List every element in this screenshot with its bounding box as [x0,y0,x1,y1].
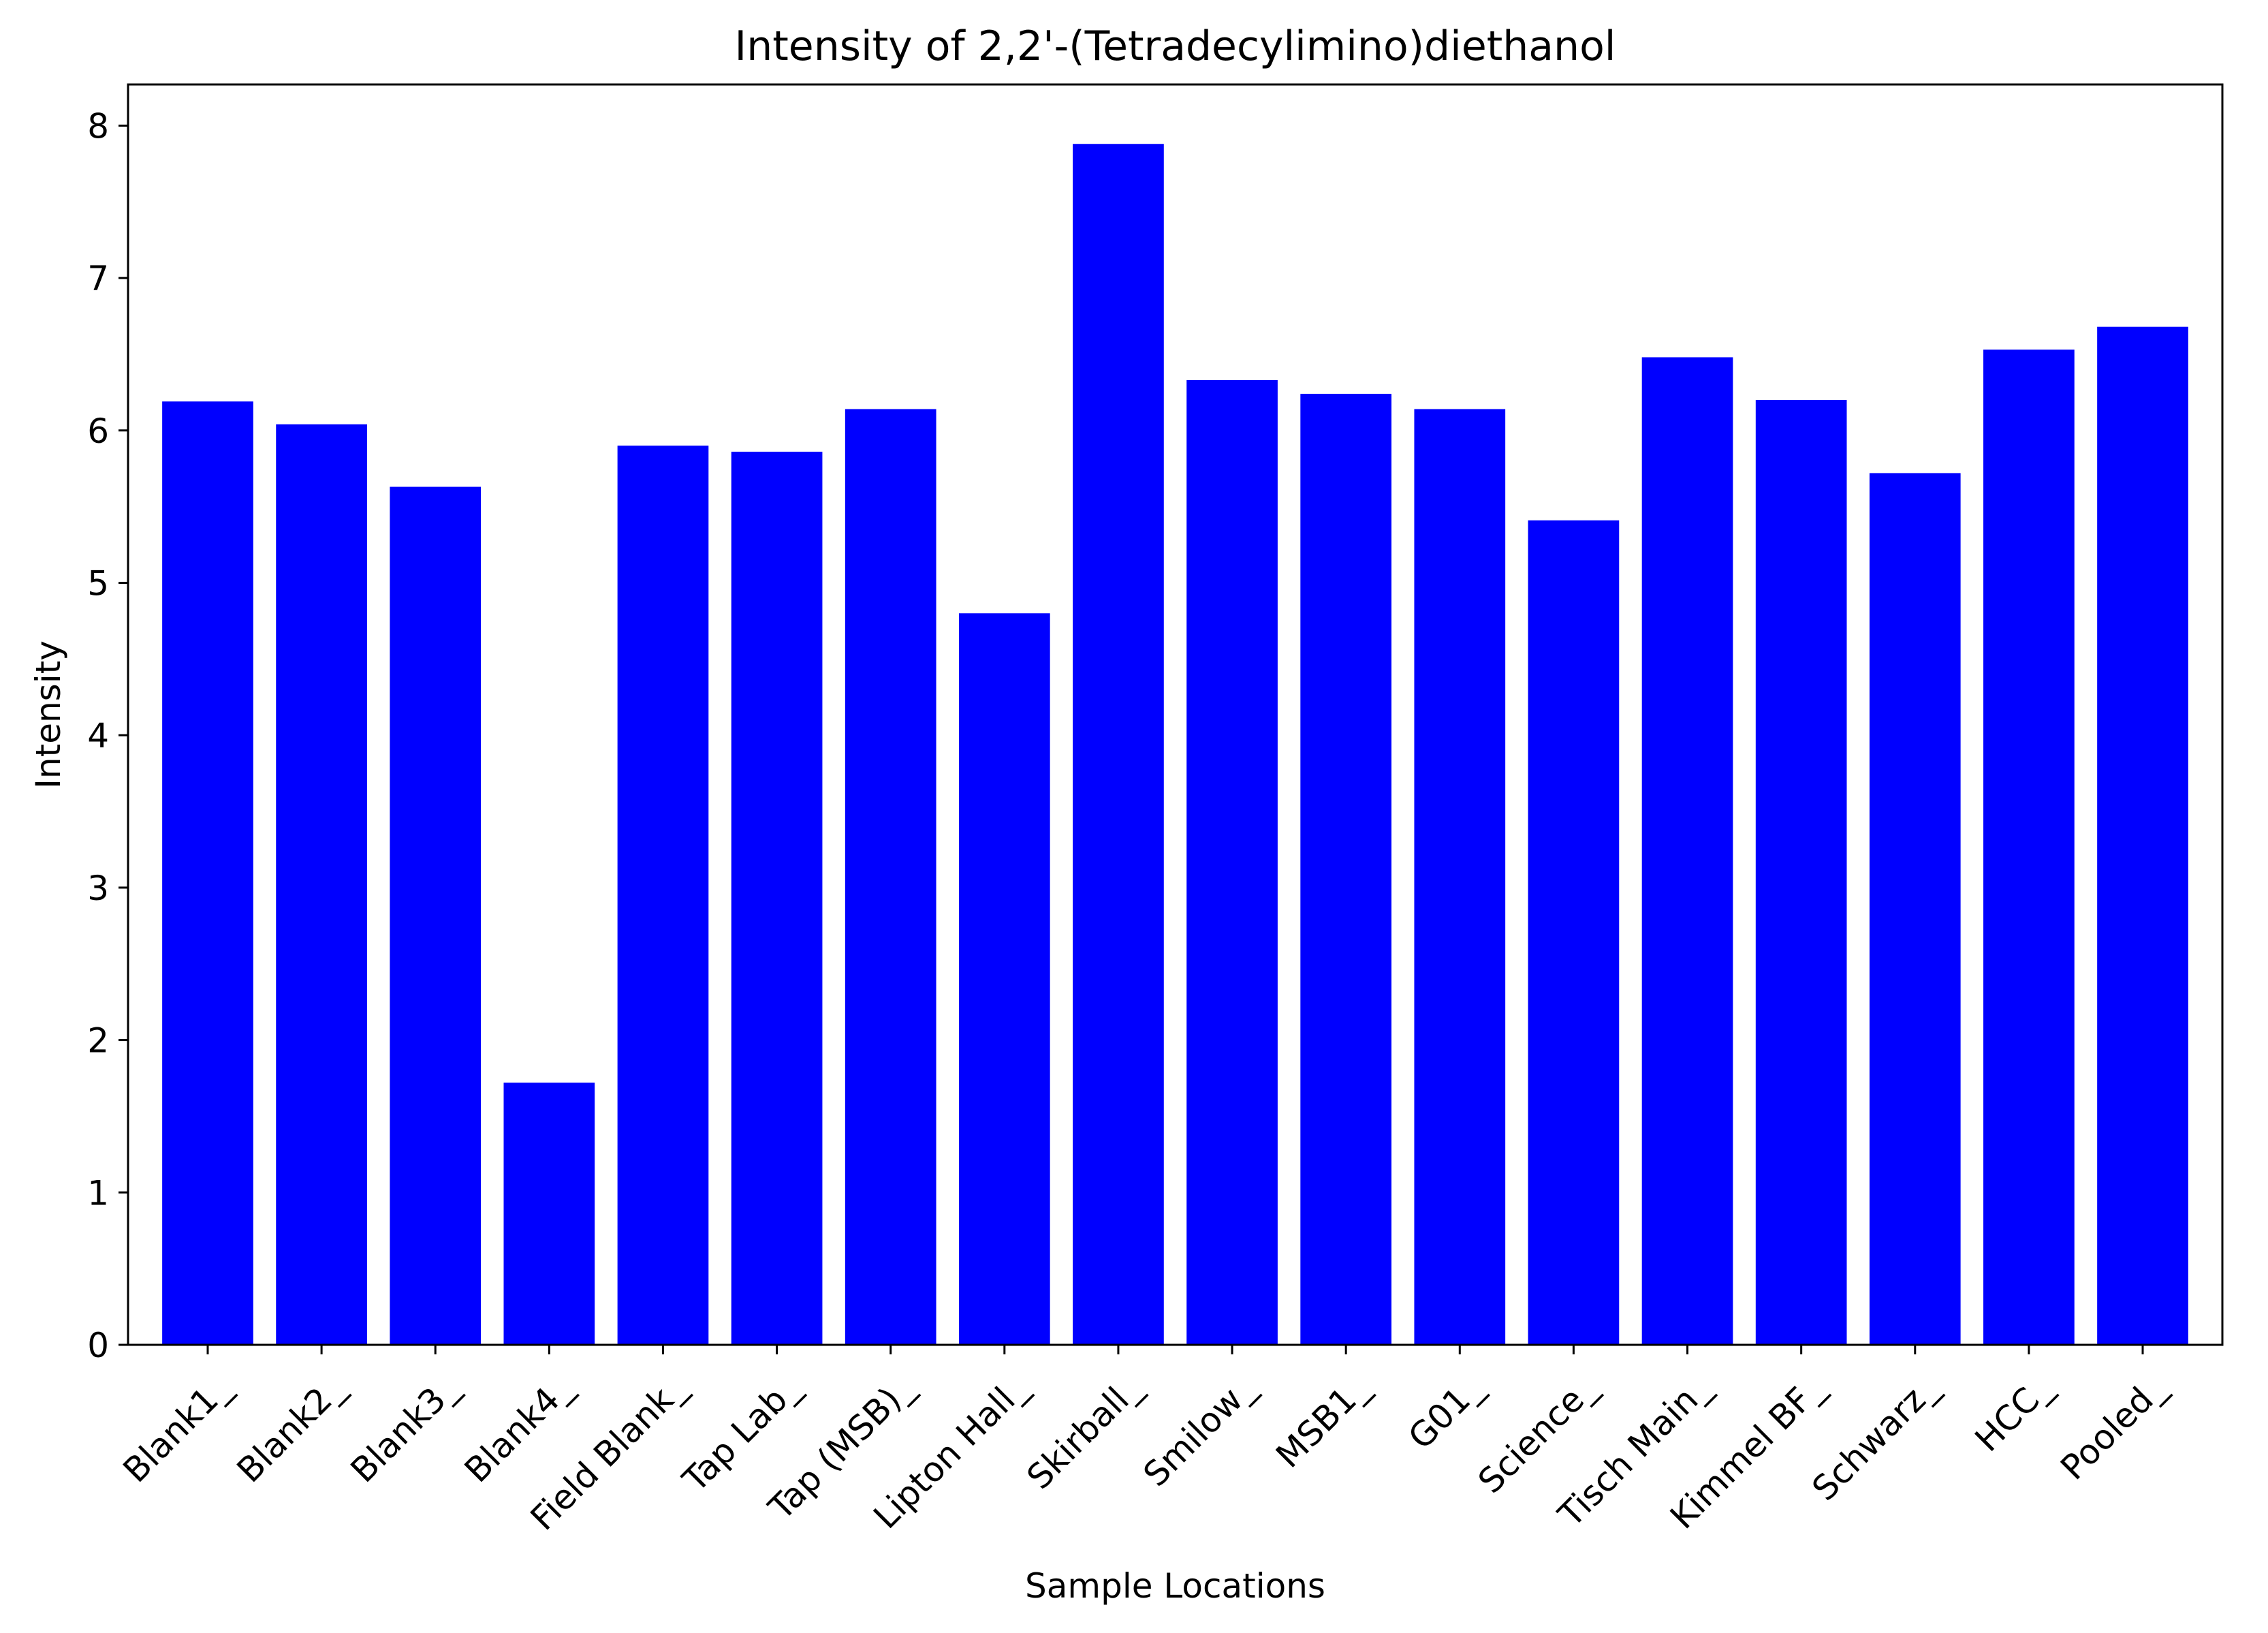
chart-title: Intensity of 2,2'-(Tetradecylimino)dieth… [735,22,1616,70]
bar-15 [1869,473,1961,1345]
x-tick-label: Blank3_ [343,1367,467,1491]
y-tick-label: 8 [87,106,109,146]
x-tick-label: Schwarz_ [1805,1367,1946,1508]
bar-13 [1641,357,1733,1345]
y-tick-label: 3 [87,869,109,908]
bar-11 [1414,409,1506,1346]
bar-12 [1528,520,1620,1345]
y-tick-label: 4 [87,716,109,756]
y-tick-label: 7 [87,259,109,298]
y-tick-label: 5 [87,563,109,603]
y-tick-label: 6 [87,411,109,451]
x-tick-label: Blank2_ [230,1367,353,1491]
plot-frame [127,83,2224,1346]
x-tick-label: Blank1_ [116,1367,239,1491]
bar-7 [958,613,1050,1345]
y-axis: 0 1 2 3 4 5 6 7 8 [87,106,128,1365]
x-tick-label: G01_ [1401,1367,1491,1457]
bar-14 [1755,400,1847,1345]
bar-4 [617,446,709,1345]
x-axis-title: Sample Locations [1025,1566,1325,1606]
x-tick-label: MSB1_ [1268,1367,1376,1476]
x-tick-label: Skirball_ [1020,1367,1149,1497]
bar-17 [2097,326,2188,1345]
x-tick-label: HCC_ [1968,1367,2060,1459]
bar-9 [1186,379,1278,1345]
bar-8 [1073,144,1164,1345]
y-tick-label: 0 [87,1326,109,1365]
y-tick-label: 2 [87,1021,109,1061]
x-tick-label: Pooled_ [2053,1367,2173,1488]
x-tick-label: Smilow_ [1136,1367,1263,1494]
bar-1 [276,424,367,1345]
bar-3 [503,1083,595,1345]
bar-10 [1300,394,1392,1345]
y-axis-title: Intensity [29,640,68,789]
x-axis: Blank1_Blank2_Blank3_Blank4_Field Blank_… [116,1345,2173,1538]
bar-16 [1983,349,2075,1345]
y-tick-label: 1 [87,1173,109,1213]
bar-0 [162,401,253,1345]
bar-6 [845,409,936,1346]
bars-group [162,144,2188,1346]
bar-5 [731,452,823,1345]
bar-2 [390,486,482,1345]
